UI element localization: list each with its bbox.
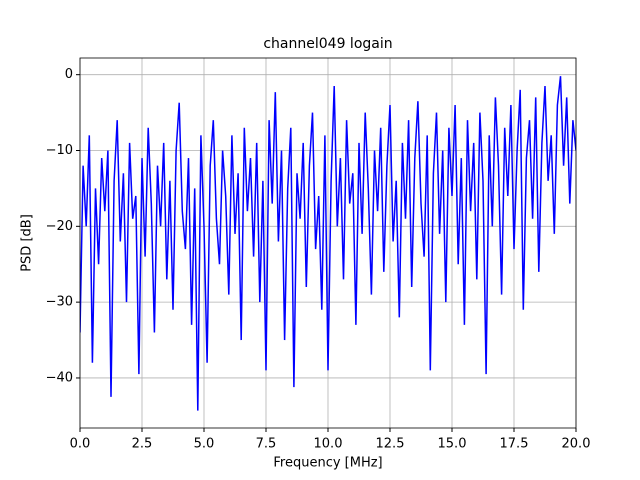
line-series [80, 76, 576, 411]
x-tick-label: 10.0 [314, 437, 343, 452]
y-tick-label: −30 [46, 295, 73, 310]
chart-title: channel049 logain [263, 36, 392, 52]
y-tick-label: −20 [46, 219, 73, 234]
y-tick-label: −40 [46, 370, 73, 385]
y-tick-label: 0 [65, 67, 73, 82]
axes-frame [79, 57, 577, 429]
x-tick-label: 2.5 [132, 437, 153, 452]
x-tick-label: 20.0 [562, 437, 591, 452]
x-tick-label: 12.5 [376, 437, 405, 452]
x-tick-label: 15.0 [438, 437, 467, 452]
x-axis-label: Frequency [MHz] [273, 456, 382, 471]
y-tick-label: −10 [46, 143, 73, 158]
x-tick-label: 0.0 [70, 437, 91, 452]
x-tick-label: 5.0 [194, 437, 215, 452]
y-axis-label: PSD [dB] [20, 214, 35, 272]
x-tick-label: 17.5 [500, 437, 529, 452]
x-tick-label: 7.5 [256, 437, 277, 452]
